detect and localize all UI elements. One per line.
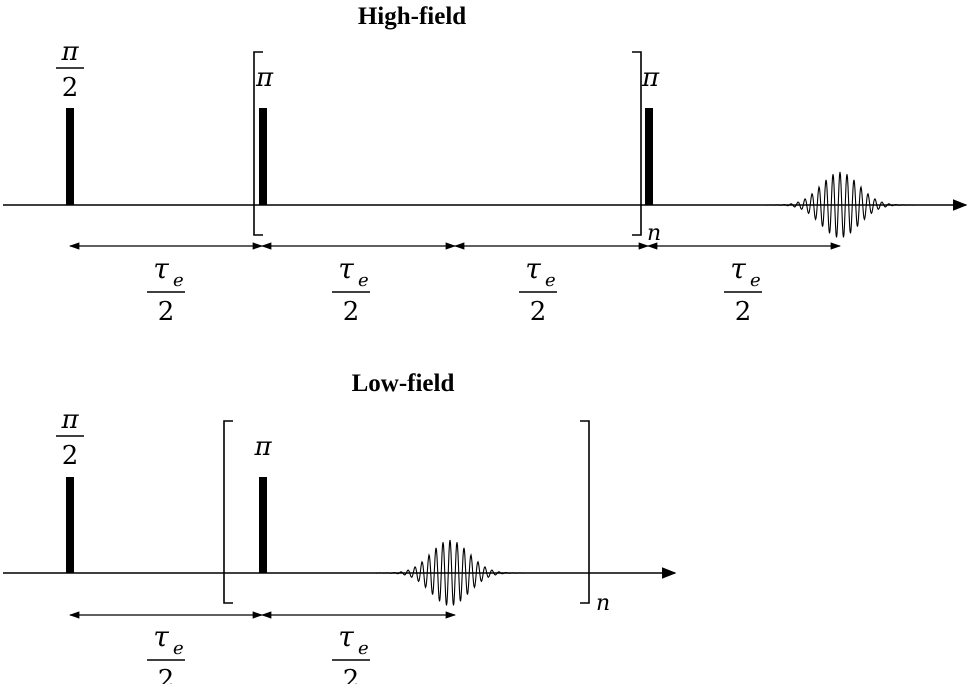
interval-tau-subscript: e	[358, 270, 369, 291]
low-field-interval-label-2: τ e 2	[332, 620, 370, 684]
high-field-90-label-numerator: π	[60, 37, 79, 67]
low-field-right-bracket	[580, 420, 590, 604]
high-field-interval-label-1: τ e 2	[147, 252, 185, 327]
low-field-echo-signal	[370, 539, 530, 606]
high-field-180-label-a: π	[255, 63, 274, 93]
low-field-diagram: Low-field π 2 π n τ e 2 τ e 2	[3, 370, 677, 684]
interval-denominator: 2	[530, 297, 547, 327]
interval-tau: τ	[338, 620, 354, 653]
interval-tau: τ	[338, 252, 354, 285]
high-field-90-pulse	[66, 108, 74, 205]
interval-denominator: 2	[343, 297, 360, 327]
high-field-interval-label-4: τ e 2	[724, 252, 762, 327]
low-field-repeat-n: n	[596, 591, 610, 616]
interval-tau-subscript: e	[358, 638, 369, 659]
high-field-90-label-denominator: 2	[62, 73, 79, 103]
high-field-title: High-field	[358, 3, 466, 30]
low-field-left-bracket	[223, 420, 233, 604]
interval-tau: τ	[730, 252, 746, 285]
high-field-180-pulse-b	[645, 108, 653, 205]
low-field-interval-label-1: τ e 2	[147, 620, 185, 684]
interval-tau-subscript: e	[173, 270, 184, 291]
interval-tau: τ	[153, 620, 169, 653]
high-field-interval-label-3: τ e 2	[519, 252, 557, 327]
high-field-180-label-b: π	[641, 63, 660, 93]
interval-tau-subscript: e	[750, 270, 761, 291]
interval-denominator: 2	[343, 665, 360, 684]
low-field-90-label-denominator: 2	[62, 441, 79, 471]
low-field-180-pulse	[259, 477, 267, 573]
interval-tau: τ	[153, 252, 169, 285]
low-field-90-label-numerator: π	[60, 405, 79, 435]
high-field-diagram: High-field π 2 π π n τ e 2	[3, 3, 968, 327]
low-field-title: Low-field	[352, 370, 455, 397]
high-field-interval-label-2: τ e 2	[332, 252, 370, 327]
high-field-echo-signal	[764, 171, 916, 238]
high-field-left-bracket	[253, 51, 263, 236]
low-field-180-label: π	[253, 432, 272, 462]
interval-denominator: 2	[158, 297, 175, 327]
high-field-repeat-n: n	[647, 221, 661, 246]
interval-tau: τ	[525, 252, 541, 285]
interval-denominator: 2	[735, 297, 752, 327]
low-field-90-pulse	[66, 477, 74, 573]
interval-tau-subscript: e	[545, 270, 556, 291]
high-field-180-pulse-a	[259, 108, 267, 205]
high-field-right-bracket	[632, 51, 642, 236]
interval-denominator: 2	[158, 665, 175, 684]
interval-tau-subscript: e	[173, 638, 184, 659]
